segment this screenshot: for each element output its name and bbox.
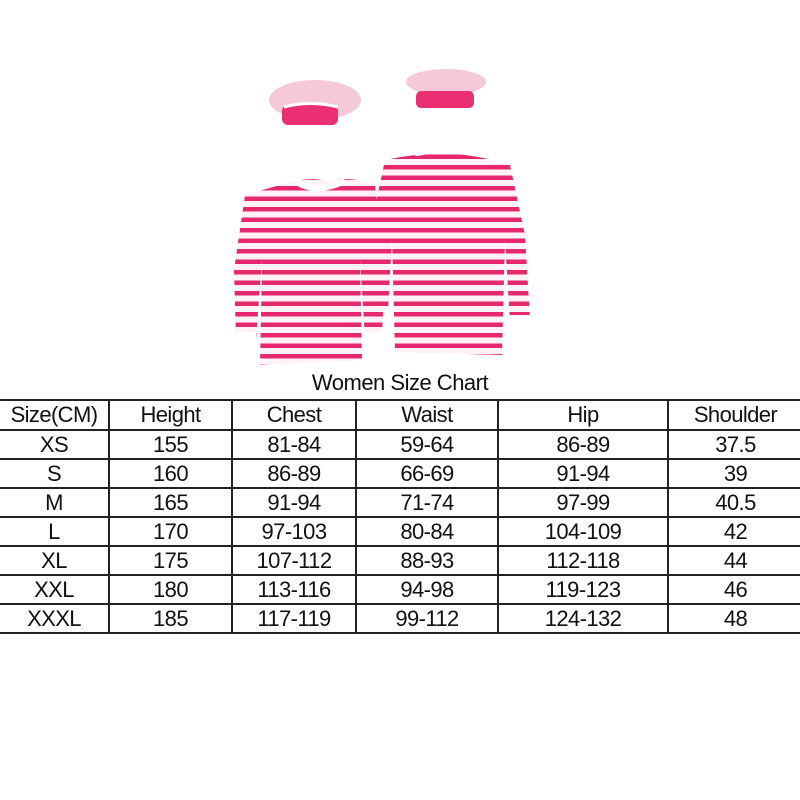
cell-waist: 80-84 bbox=[355, 516, 499, 547]
header-hip: Hip bbox=[497, 399, 669, 431]
cell-waist: 59-64 bbox=[355, 429, 499, 460]
table-row: S 160 86-89 66-69 91-94 39 bbox=[0, 458, 800, 489]
cell-waist: 71-74 bbox=[355, 487, 499, 518]
cell-chest: 107-112 bbox=[231, 545, 357, 576]
cell-hip: 97-99 bbox=[497, 487, 669, 518]
cell-size: XL bbox=[0, 545, 110, 576]
table-header-row: Size(CM) Height Chest Waist Hip Shoulder bbox=[0, 399, 800, 431]
cell-size: XXL bbox=[0, 574, 110, 605]
header-waist: Waist bbox=[355, 399, 499, 431]
table-row: XXL 180 113-116 94-98 119-123 46 bbox=[0, 574, 800, 605]
cell-shoulder: 44 bbox=[667, 545, 800, 576]
cell-shoulder: 46 bbox=[667, 574, 800, 605]
table-row: XXXL 185 117-119 99-112 124-132 48 bbox=[0, 603, 800, 634]
cell-height: 165 bbox=[108, 487, 233, 518]
cell-shoulder: 40.5 bbox=[667, 487, 800, 518]
cell-chest: 113-116 bbox=[231, 574, 357, 605]
cell-chest: 117-119 bbox=[231, 603, 357, 634]
cell-height: 175 bbox=[108, 545, 233, 576]
cell-shoulder: 42 bbox=[667, 516, 800, 547]
table-row: L 170 97-103 80-84 104-109 42 bbox=[0, 516, 800, 547]
header-shoulder: Shoulder bbox=[667, 399, 800, 431]
header-size: Size(CM) bbox=[0, 399, 110, 431]
cell-size: XS bbox=[0, 429, 110, 460]
cell-chest: 97-103 bbox=[231, 516, 357, 547]
cell-waist: 66-69 bbox=[355, 458, 499, 489]
front-beret bbox=[269, 80, 361, 125]
front-shirt bbox=[234, 178, 385, 365]
table-row: XS 155 81-84 59-64 86-89 37.5 bbox=[0, 429, 800, 460]
cell-shoulder: 39 bbox=[667, 458, 800, 489]
size-chart-table: Size(CM) Height Chest Waist Hip Shoulder… bbox=[0, 399, 800, 634]
cell-waist: 94-98 bbox=[355, 574, 499, 605]
back-beret bbox=[406, 69, 486, 108]
cell-size: S bbox=[0, 458, 110, 489]
cell-chest: 81-84 bbox=[231, 429, 357, 460]
cell-hip: 112-118 bbox=[497, 545, 669, 576]
cell-height: 155 bbox=[108, 429, 233, 460]
cell-size: XXXL bbox=[0, 603, 110, 634]
product-illustration bbox=[234, 69, 530, 365]
cell-hip: 86-89 bbox=[497, 429, 669, 460]
cell-hip: 119-123 bbox=[497, 574, 669, 605]
cell-height: 170 bbox=[108, 516, 233, 547]
cell-shoulder: 37.5 bbox=[667, 429, 800, 460]
size-chart-title: Women Size Chart bbox=[311, 370, 489, 395]
cell-chest: 91-94 bbox=[231, 487, 357, 518]
cell-height: 185 bbox=[108, 603, 233, 634]
cell-hip: 124-132 bbox=[497, 603, 669, 634]
cell-hip: 91-94 bbox=[497, 458, 669, 489]
cell-height: 160 bbox=[108, 458, 233, 489]
cell-hip: 104-109 bbox=[497, 516, 669, 547]
header-height: Height bbox=[108, 399, 233, 431]
cell-size: L bbox=[0, 516, 110, 547]
cell-height: 180 bbox=[108, 574, 233, 605]
cell-shoulder: 48 bbox=[667, 603, 800, 634]
table-row: XL 175 107-112 88-93 112-118 44 bbox=[0, 545, 800, 576]
cell-chest: 86-89 bbox=[231, 458, 357, 489]
header-chest: Chest bbox=[231, 399, 357, 431]
cell-size: M bbox=[0, 487, 110, 518]
cell-waist: 99-112 bbox=[355, 603, 499, 634]
back-shirt bbox=[370, 147, 530, 355]
cell-waist: 88-93 bbox=[355, 545, 499, 576]
table-row: M 165 91-94 71-74 97-99 40.5 bbox=[0, 487, 800, 518]
